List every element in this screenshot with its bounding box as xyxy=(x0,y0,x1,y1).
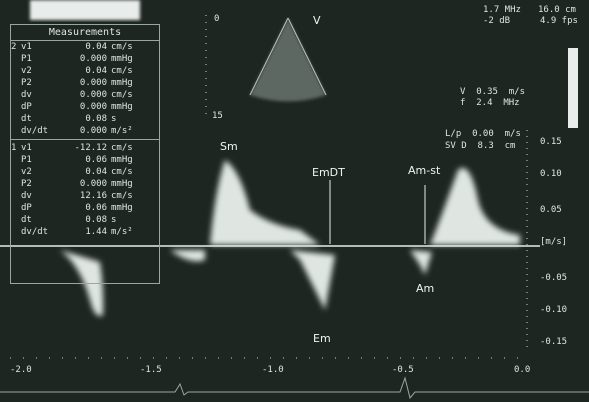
velocity-tick: -0.15 xyxy=(540,338,567,347)
time-tick: -1.0 xyxy=(262,366,284,375)
measure-name: dv xyxy=(21,191,51,201)
scale-velocity: V 0.35 m/s xyxy=(460,88,525,97)
velocity-tick: 0.05 xyxy=(540,206,562,215)
measure-value: 0.000 xyxy=(51,102,111,112)
lowpass: L/p 0.00 m/s xyxy=(445,130,521,139)
annotation-emdt: EmDT xyxy=(312,166,345,179)
measure-unit: mmHg xyxy=(111,102,151,112)
measure-unit: m/s² xyxy=(111,227,151,237)
scale-frequency: f 2.4 MHz xyxy=(460,99,520,108)
annotation-amst: Am-st xyxy=(408,164,440,177)
measure-name: dv/dt xyxy=(21,227,51,237)
measure-name: P1 xyxy=(21,155,51,165)
measure-unit: mmHg xyxy=(111,78,151,88)
separator xyxy=(11,139,159,140)
measure-name: dt xyxy=(21,114,51,124)
measure-name: P2 xyxy=(21,179,51,189)
measure-name: v1 xyxy=(21,143,51,153)
measure-unit: mmHg xyxy=(111,54,151,64)
frame-rate: 4.9 fps xyxy=(540,17,578,26)
measure-value: 0.08 xyxy=(51,215,111,225)
depth-bottom: 15 xyxy=(212,112,223,121)
measure-value: 0.04 xyxy=(51,42,111,52)
measure-name: dv xyxy=(21,90,51,100)
measure-value: 0.06 xyxy=(51,203,111,213)
velocity-tick: 0.15 xyxy=(540,138,562,147)
measure-name: v1 xyxy=(21,42,51,52)
measure-value: 12.16 xyxy=(51,191,111,201)
measure-value: 0.06 xyxy=(51,155,111,165)
measure-value: 0.000 xyxy=(51,90,111,100)
velocity-tick: 0.10 xyxy=(540,170,562,179)
measure-unit: s xyxy=(111,114,151,124)
time-tick: -1.5 xyxy=(140,366,162,375)
panel-title: Measurements xyxy=(11,25,159,41)
group-id: 2 xyxy=(11,42,21,52)
ultrasound-screen: Measurements 2v10.04cm/sP10.000mmHgv20.0… xyxy=(0,0,589,402)
measure-name: P1 xyxy=(21,54,51,64)
measure-name: dP xyxy=(21,203,51,213)
measure-unit: cm/s xyxy=(111,90,151,100)
measure-name: dv/dt xyxy=(21,126,51,136)
time-tick: -2.0 xyxy=(10,366,32,375)
measure-name: v2 xyxy=(21,66,51,76)
frequency: 1.7 MHz xyxy=(483,6,521,15)
measure-value: 0.000 xyxy=(51,126,111,136)
velocity-tick: -0.10 xyxy=(540,306,567,315)
measure-unit: mmHg xyxy=(111,203,151,213)
measure-unit: cm/s xyxy=(111,191,151,201)
measure-value: 0.04 xyxy=(51,167,111,177)
measure-value: 0.000 xyxy=(51,54,111,64)
measure-unit: cm/s xyxy=(111,167,151,177)
measure-value: -12.12 xyxy=(51,143,111,153)
measure-unit: cm/s xyxy=(111,66,151,76)
group-id: 1 xyxy=(11,143,21,153)
measure-unit: mmHg xyxy=(111,179,151,189)
measure-unit: s xyxy=(111,215,151,225)
depth-top: 0 xyxy=(214,15,219,24)
velocity-unit: [m/s] xyxy=(540,238,567,247)
measure-unit: cm/s xyxy=(111,42,151,52)
measure-value: 0.000 xyxy=(51,78,111,88)
annotation-em: Em xyxy=(313,332,331,345)
measure-name: dP xyxy=(21,102,51,112)
measure-name: v2 xyxy=(21,167,51,177)
measure-value: 0.000 xyxy=(51,179,111,189)
measure-value: 0.04 xyxy=(51,66,111,76)
time-tick: 0.0 xyxy=(514,366,530,375)
gain: -2 dB xyxy=(483,17,510,26)
measure-unit: mmHg xyxy=(111,155,151,165)
measure-value: 0.08 xyxy=(51,114,111,124)
annotation-am: Am xyxy=(416,282,434,295)
measure-unit: m/s² xyxy=(111,126,151,136)
measure-name: dt xyxy=(21,215,51,225)
measure-value: 1.44 xyxy=(51,227,111,237)
time-tick: -0.5 xyxy=(392,366,414,375)
velocity-tick: -0.05 xyxy=(540,274,567,283)
annotation-sm: Sm xyxy=(220,140,238,153)
sample-volume: SV D 8.3 cm xyxy=(445,142,515,151)
sector-mark: V xyxy=(313,14,321,27)
measure-unit: cm/s xyxy=(111,143,151,153)
depth: 16.0 cm xyxy=(538,6,576,15)
measure-name: P2 xyxy=(21,78,51,88)
